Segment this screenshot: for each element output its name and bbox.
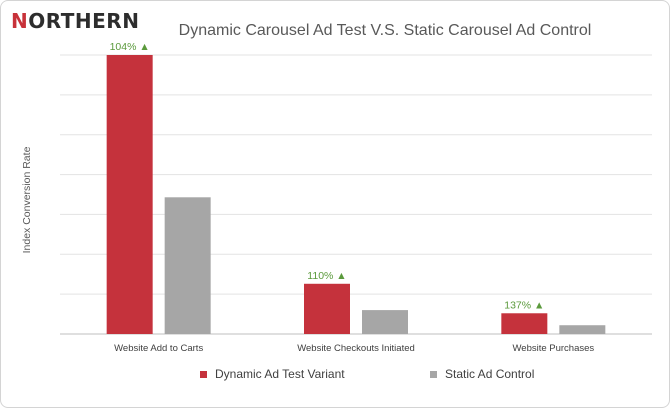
bar bbox=[362, 310, 408, 334]
logo-accent-letter: N bbox=[11, 9, 29, 33]
logo-text: ORTHERN bbox=[28, 9, 140, 33]
northern-logo: NORTHERN bbox=[11, 9, 139, 33]
legend-swatch-static-ad bbox=[430, 370, 437, 378]
legend-item-static-ad: Static Ad Control bbox=[430, 367, 534, 381]
x-tick-label: Website Checkouts Initiated bbox=[297, 343, 415, 354]
bar bbox=[164, 197, 211, 334]
bar bbox=[501, 313, 548, 334]
legend-item-dynamic-ad: Dynamic Ad Test Variant bbox=[200, 367, 345, 381]
legend-label-static-ad: Static Ad Control bbox=[445, 367, 535, 381]
data-label: 104% ▲ bbox=[110, 41, 150, 53]
x-tick-label: Website Purchases bbox=[512, 343, 594, 354]
bar bbox=[304, 283, 350, 334]
data-label: 137% ▲ bbox=[504, 299, 544, 311]
bar bbox=[106, 55, 153, 334]
chart-title: Dynamic Carousel Ad Test V.S. Static Car… bbox=[178, 22, 592, 39]
bar bbox=[559, 325, 606, 334]
legend-label-dynamic-ad: Dynamic Ad Test Variant bbox=[215, 367, 345, 381]
x-tick-label: Website Add to Carts bbox=[114, 343, 203, 354]
data-label: 110% ▲ bbox=[307, 270, 346, 282]
legend-swatch-dynamic-ad bbox=[200, 370, 207, 378]
